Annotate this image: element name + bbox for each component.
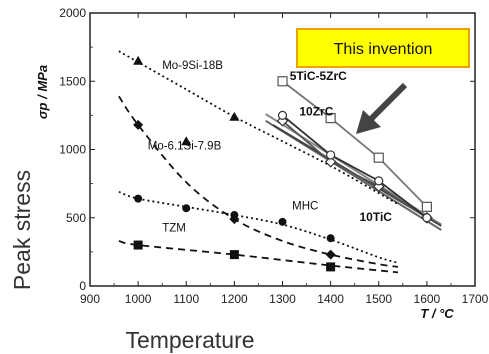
invention-highlight-box (296, 28, 470, 68)
x-axis-title: T / °C (420, 306, 454, 321)
series-line-10tic (281, 114, 428, 219)
callout-arrow-shaft (366, 82, 408, 124)
y-tick-label: 1500 (59, 74, 86, 88)
series-line-mo-9si-18b (118, 50, 399, 205)
y-tick-label: 2000 (59, 6, 86, 20)
data-point-tzm (326, 262, 336, 272)
data-point-10tic (277, 110, 288, 120)
x-tick-label: 1700 (462, 292, 489, 306)
overlay-xlabel: Temperature (125, 327, 254, 353)
data-point-tzm (229, 250, 239, 260)
callout-arrowhead-icon (356, 110, 381, 134)
series-label: Mo-6.1Si-7.9B (148, 141, 222, 153)
x-tick-label: 1500 (365, 292, 392, 306)
invention-label: This invention (334, 41, 433, 58)
data-point-10zrc (324, 155, 337, 168)
data-point-mhc (278, 217, 287, 226)
x-tick-label: 1200 (221, 292, 248, 306)
markers (133, 55, 433, 272)
data-point-5tic-5zrc (325, 113, 336, 124)
data-point-mhc (326, 234, 335, 243)
y-tick-label: 500 (66, 211, 86, 225)
data-point-10tic (326, 150, 336, 160)
series-label: Mo-9Si-18B (162, 60, 223, 72)
axes: 900 1000 1100 1200 1300 1400 1500 1600 1700 0 500 1… (59, 6, 488, 306)
data-point-mhc (134, 194, 143, 203)
y-axis-title: σp / MPa (35, 65, 50, 119)
series-label: TZM (162, 222, 186, 234)
series-label: MHC (292, 201, 318, 213)
series-line-10zrc (281, 120, 428, 219)
data-point-mo-9si-18b (229, 111, 240, 121)
y-tick-label: 0 (79, 279, 86, 293)
data-point-5tic-5zrc (421, 201, 432, 212)
y-tick-label: 1000 (59, 143, 86, 157)
x-tick-label: 1000 (125, 292, 152, 306)
data-point-tzm (133, 240, 143, 250)
data-point-5tic-5zrc (373, 152, 384, 163)
data-point-mo-9si-18b (181, 136, 192, 146)
x-tick-label: 1100 (173, 292, 199, 306)
data-point-mo-6-1si-7-9b (325, 249, 336, 260)
x-tick-label: 1400 (317, 292, 344, 306)
series-labels: Mo-9Si-18B Mo-6.1Si-7.9B MHC TZM 5TiC-5ZrC 10… (148, 60, 393, 234)
series-label: 5TiC-5ZrC (290, 69, 347, 83)
data-point-5tic-5zrc (277, 76, 288, 87)
series-line-tzm (118, 240, 399, 274)
data-point-mhc (230, 211, 239, 220)
series-label: 10ZrC (299, 104, 333, 118)
series-line-5tic-5zrc (281, 80, 428, 208)
data-point-mo-6-1si-7-9b (133, 119, 144, 130)
invention-callout: This invention (296, 28, 470, 134)
series-line-mo-6-1si-7-9b (118, 95, 399, 268)
x-tick-label: 900 (80, 292, 100, 306)
overlay-ylabel: Peak stress (9, 170, 35, 290)
x-tick-label: 1300 (269, 292, 296, 306)
data-point-10tic (374, 176, 384, 186)
data-point-mo-9si-18b (133, 55, 144, 65)
x-tick-label: 1600 (414, 292, 441, 306)
data-point-mhc (182, 204, 191, 213)
series-line-mhc (118, 190, 399, 264)
data-point-10tic (422, 213, 432, 223)
series-label: 10TiC (360, 210, 393, 224)
